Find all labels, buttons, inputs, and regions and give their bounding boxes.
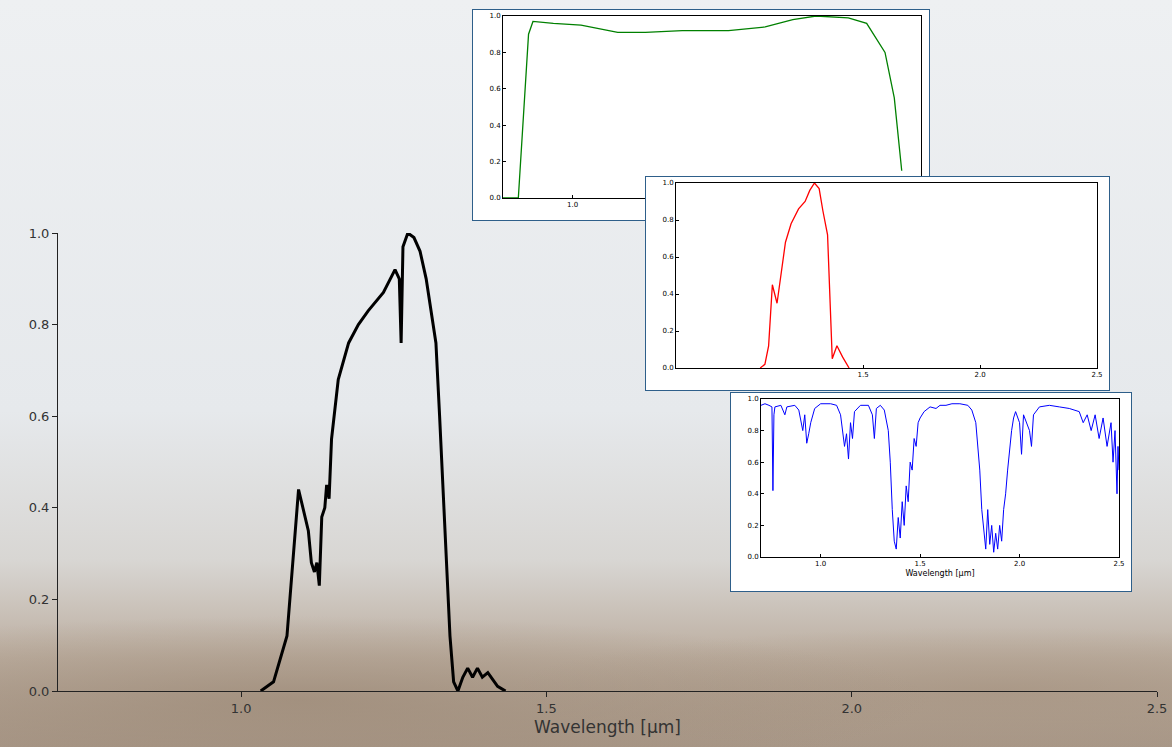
svg-text:2.0: 2.0 <box>1014 560 1025 568</box>
svg-text:2.5: 2.5 <box>1113 560 1124 568</box>
svg-text:0.8: 0.8 <box>29 317 50 332</box>
svg-text:0.2: 0.2 <box>29 592 50 607</box>
svg-text:1.0: 1.0 <box>489 12 500 20</box>
svg-text:0.2: 0.2 <box>662 327 673 335</box>
svg-text:1.5: 1.5 <box>858 371 869 379</box>
svg-text:2.5: 2.5 <box>1091 371 1102 379</box>
svg-text:2.0: 2.0 <box>841 701 862 716</box>
svg-text:0.4: 0.4 <box>29 500 50 515</box>
svg-text:0.6: 0.6 <box>29 409 50 424</box>
svg-text:Wavelength [µm]: Wavelength [µm] <box>534 717 681 737</box>
svg-text:1.0: 1.0 <box>815 560 826 568</box>
svg-text:1.5: 1.5 <box>536 701 557 716</box>
svg-text:0.6: 0.6 <box>747 459 759 467</box>
svg-text:1.0: 1.0 <box>231 701 252 716</box>
svg-text:0.2: 0.2 <box>489 158 500 166</box>
svg-text:2.0: 2.0 <box>974 371 985 379</box>
svg-text:0.8: 0.8 <box>747 427 758 435</box>
svg-text:1.5: 1.5 <box>915 560 926 568</box>
svg-text:0.8: 0.8 <box>489 49 500 57</box>
svg-text:0.0: 0.0 <box>662 364 673 372</box>
svg-text:1.0: 1.0 <box>567 201 578 209</box>
svg-text:1.0: 1.0 <box>747 395 758 403</box>
svg-text:0.6: 0.6 <box>662 253 674 261</box>
svg-text:1.0: 1.0 <box>662 179 673 187</box>
svg-text:0.4: 0.4 <box>747 490 759 498</box>
svg-text:0.2: 0.2 <box>747 522 758 530</box>
svg-text:0.0: 0.0 <box>747 553 758 561</box>
svg-text:0.0: 0.0 <box>489 194 500 202</box>
svg-text:1.0: 1.0 <box>29 226 50 241</box>
svg-text:0.4: 0.4 <box>662 290 674 298</box>
svg-text:Wavelength [µm]: Wavelength [µm] <box>905 569 974 578</box>
svg-text:0.6: 0.6 <box>489 85 501 93</box>
svg-text:0.0: 0.0 <box>29 684 50 699</box>
svg-text:0.8: 0.8 <box>662 216 673 224</box>
svg-text:0.4: 0.4 <box>489 122 501 130</box>
svg-text:2.5: 2.5 <box>1147 701 1168 716</box>
